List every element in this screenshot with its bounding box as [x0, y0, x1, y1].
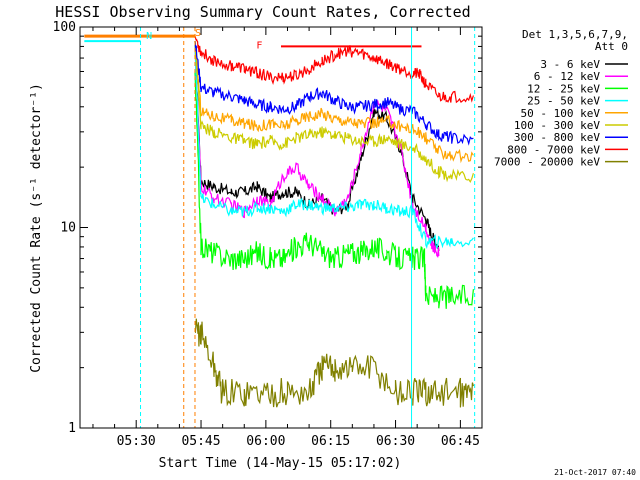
- x-tick-label-4: 06:30: [376, 434, 415, 449]
- marker-n: N: [146, 31, 152, 42]
- legend-header-0: Det 1,3,5,6,7,9,: [522, 28, 628, 41]
- series-line-2: [194, 71, 474, 309]
- axes-layer: 05:30 05:45 06:00 06:15 06:30 06:45 1 10 100: [53, 20, 483, 449]
- x-tick-label-5: 06:45: [441, 434, 480, 449]
- x-tick-label-2: 06:00: [246, 434, 285, 449]
- legend-header-1: Att 0: [595, 40, 628, 53]
- x-tick-label-0: 05:30: [117, 434, 156, 449]
- legend-label-6: 300 - 800 keV: [514, 131, 600, 144]
- legend-label-2: 12 - 25 keV: [527, 82, 600, 95]
- marker-s: S: [195, 28, 201, 39]
- x-tick-label-3: 06:15: [311, 434, 350, 449]
- y-tick-label-2: 100: [53, 20, 76, 35]
- series-line-5: [194, 41, 474, 184]
- legend-label-7: 800 - 7000 keV: [507, 143, 600, 156]
- series-layer: [194, 35, 474, 408]
- series-line-3: [194, 46, 474, 250]
- legend-label-4: 50 - 100 keV: [521, 107, 601, 120]
- series-line-6: [194, 41, 474, 146]
- overlay-layer: N F S: [84, 27, 476, 428]
- y-axis-label: Corrected Count Rate (s⁻¹ detector⁻¹): [29, 83, 44, 373]
- marker-f: F: [256, 41, 262, 52]
- series-line-0: [194, 41, 440, 252]
- y-tick-label-1: 10: [60, 221, 76, 236]
- series-line-4: [194, 41, 474, 164]
- legend-label-1: 6 - 12 keV: [534, 70, 601, 83]
- series-line-8: [194, 318, 474, 408]
- plot-frame: [79, 26, 483, 429]
- x-tick-label-1: 05:45: [181, 434, 220, 449]
- legend-label-0: 3 - 6 keV: [540, 58, 600, 71]
- y-tick-label-0: 1: [68, 421, 76, 436]
- x-axis-label: Start Time (14-May-15 05:17:02): [159, 456, 402, 471]
- series-line-7: [194, 35, 474, 104]
- series-line-1: [194, 46, 440, 258]
- legend-label-5: 100 - 300 keV: [514, 119, 600, 132]
- legend-label-3: 25 - 50 keV: [527, 95, 600, 108]
- footer-timestamp: 21-Oct-2017 07:40: [554, 468, 636, 477]
- legend-label-8: 7000 - 20000 keV: [494, 156, 600, 169]
- chart-title: HESSI Observing Summary Count Rates, Cor…: [55, 3, 470, 21]
